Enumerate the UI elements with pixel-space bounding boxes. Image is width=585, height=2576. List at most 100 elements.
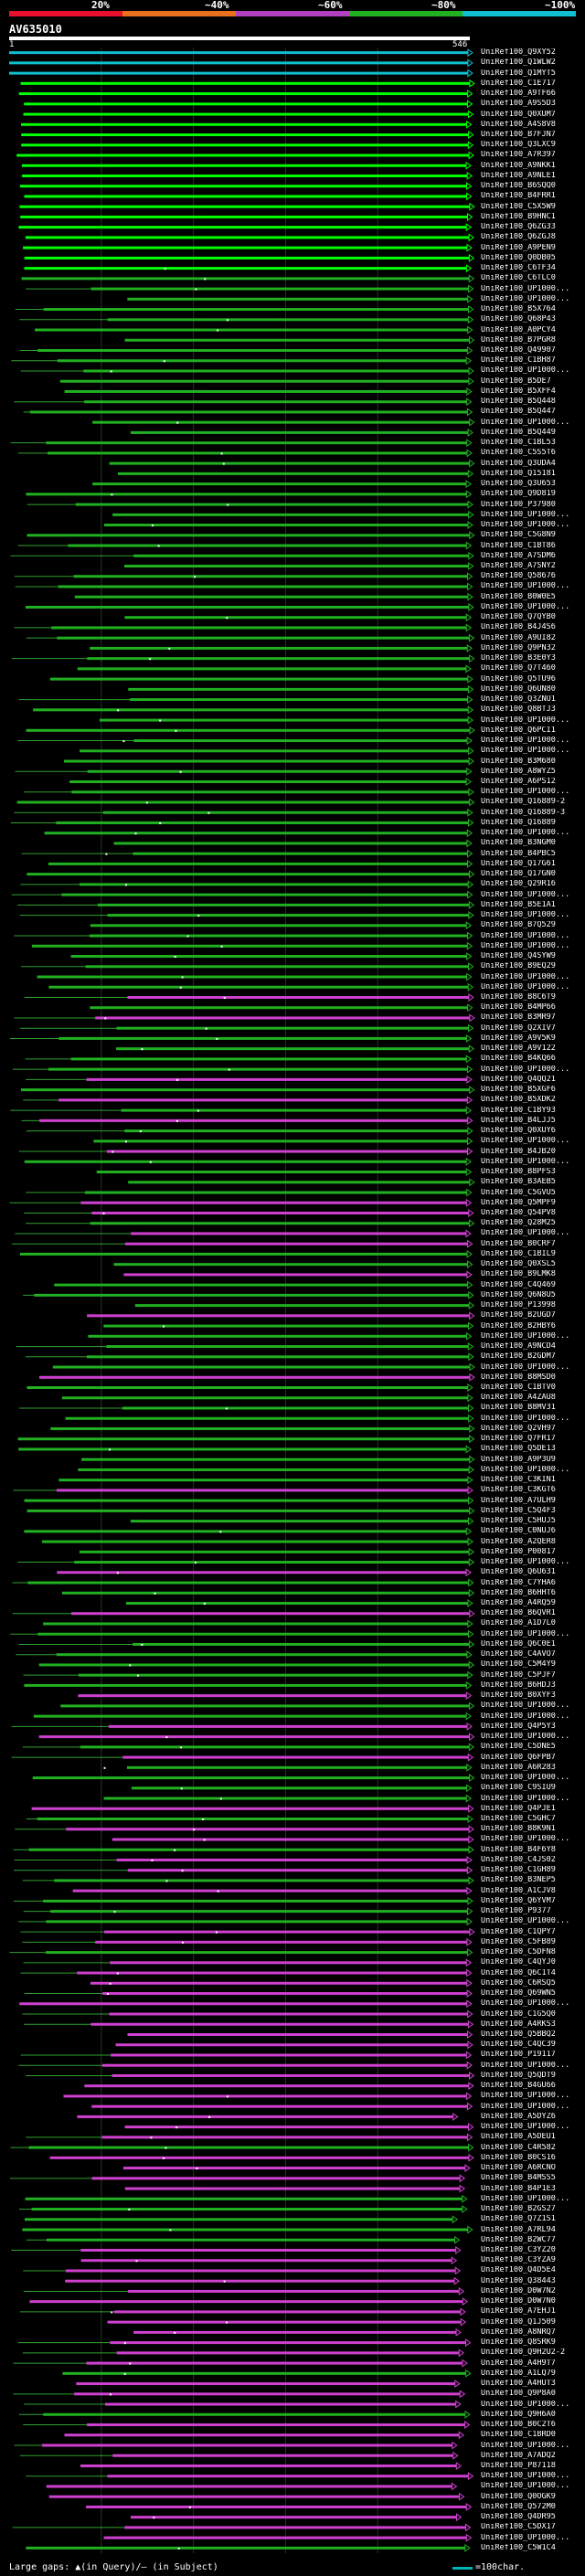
- hit-label[interactable]: UniRef100_C1BIL9: [481, 1249, 556, 1258]
- hit-label[interactable]: UniRef100_C5PJF7: [481, 1670, 556, 1680]
- hit-label[interactable]: UniRef100_Q16889: [481, 818, 556, 827]
- hit-label[interactable]: UniRef100_C5G8N9: [481, 531, 556, 540]
- hit-label[interactable]: UniRef100_D0W7N0: [481, 2297, 556, 2306]
- hit-label[interactable]: UniRef100_UP1000...: [481, 1917, 570, 1926]
- hit-label[interactable]: UniRef100_C1BL53: [481, 439, 556, 448]
- hit-label[interactable]: UniRef100_B5XGF6: [481, 1086, 556, 1095]
- hit-label[interactable]: UniRef100_Q9D819: [481, 490, 556, 499]
- hit-label[interactable]: UniRef100_Q0XUM7: [481, 110, 556, 119]
- hit-label[interactable]: UniRef100_UP1000...: [481, 1835, 570, 1844]
- hit-label[interactable]: UniRef100_B3AEB5: [481, 1178, 556, 1187]
- hit-label[interactable]: UniRef100_C7YHA6: [481, 1578, 556, 1587]
- hit-label[interactable]: UniRef100_A9P3U9: [481, 1455, 556, 1464]
- hit-label[interactable]: UniRef100_UP1000...: [481, 2400, 570, 2409]
- hit-label[interactable]: UniRef100_Q7FR17: [481, 1435, 556, 1444]
- hit-label[interactable]: UniRef100_Q16889-2: [481, 798, 566, 807]
- hit-label[interactable]: UniRef100_A1D7L0: [481, 1619, 556, 1628]
- hit-label[interactable]: UniRef100_UP1000...: [481, 941, 570, 950]
- hit-label[interactable]: UniRef100_B9EQ29: [481, 962, 556, 971]
- hit-label[interactable]: UniRef100_B3E0Y3: [481, 654, 556, 663]
- hit-label[interactable]: UniRef100_Q6UN80: [481, 684, 556, 694]
- hit-label[interactable]: UniRef100_C6TLC0: [481, 274, 556, 283]
- hit-label[interactable]: UniRef100_A5DYZ6: [481, 2112, 556, 2121]
- hit-label[interactable]: UniRef100_A4H9T7: [481, 2359, 556, 2368]
- hit-label[interactable]: UniRef100_UP1000...: [481, 737, 570, 746]
- hit-label[interactable]: UniRef100_Q0XSL5: [481, 1260, 556, 1269]
- hit-label[interactable]: UniRef100_Q5DE13: [481, 1445, 556, 1454]
- hit-label[interactable]: UniRef100_Q9PN32: [481, 643, 556, 652]
- hit-label[interactable]: UniRef100_C0NUJ6: [481, 1527, 556, 1536]
- hit-label[interactable]: UniRef100_Q3ZNU1: [481, 695, 556, 705]
- hit-label[interactable]: UniRef100_C1BRD0: [481, 2431, 556, 2440]
- hit-label[interactable]: UniRef100_A5DEU1: [481, 2133, 556, 2142]
- hit-label[interactable]: UniRef100_B4FRR1: [481, 192, 556, 201]
- hit-label[interactable]: UniRef100_UP1000...: [481, 2061, 570, 2070]
- hit-label[interactable]: UniRef100_UP1000...: [481, 2482, 570, 2491]
- hit-label[interactable]: UniRef100_B7FJN7: [481, 131, 556, 140]
- hit-label[interactable]: UniRef100_Q6U631: [481, 1568, 556, 1577]
- hit-label[interactable]: UniRef100_UP1000...: [481, 284, 570, 293]
- hit-label[interactable]: UniRef100_A9NLE1: [481, 171, 556, 180]
- hit-label[interactable]: UniRef100_C5Q4F3: [481, 1506, 556, 1515]
- hit-label[interactable]: UniRef100_A9UI82: [481, 633, 556, 642]
- hit-label[interactable]: UniRef100_B2GS27: [481, 2205, 556, 2214]
- hit-label[interactable]: UniRef100_Q6PCI1: [481, 726, 556, 735]
- hit-label[interactable]: UniRef100_B5E1A1: [481, 900, 556, 909]
- hit-label[interactable]: UniRef100_C3YZA9: [481, 2256, 556, 2265]
- hit-label[interactable]: UniRef100_Q0XUY6: [481, 1127, 556, 1136]
- hit-label[interactable]: UniRef100_A7R397: [481, 151, 556, 160]
- hit-label[interactable]: UniRef100_C1GH89: [481, 1866, 556, 1875]
- hit-label[interactable]: UniRef100_B5X764: [481, 305, 556, 314]
- hit-label[interactable]: UniRef100_Q6ZG33: [481, 223, 556, 232]
- hit-label[interactable]: UniRef100_UP1000...: [481, 2194, 570, 2203]
- hit-label[interactable]: UniRef100_B5DE7: [481, 376, 551, 386]
- hit-label[interactable]: UniRef100_UP1000...: [481, 2472, 570, 2481]
- hit-label[interactable]: UniRef100_B9LMK8: [481, 1270, 556, 1279]
- hit-label[interactable]: UniRef100_UP1000...: [481, 1629, 570, 1638]
- hit-label[interactable]: UniRef100_C4QYJ0: [481, 1958, 556, 1967]
- hit-label[interactable]: UniRef100_Q49907: [481, 346, 556, 355]
- hit-label[interactable]: UniRef100_C1BH87: [481, 356, 556, 366]
- hit-label[interactable]: UniRef100_Q9XY52: [481, 48, 556, 58]
- hit-label[interactable]: UniRef100_Q9H2U2-2: [481, 2348, 566, 2358]
- hit-label[interactable]: UniRef100_B8MV31: [481, 1404, 556, 1413]
- hit-label[interactable]: UniRef100_UP1000...: [481, 602, 570, 611]
- hit-label[interactable]: UniRef100_A6R283: [481, 1763, 556, 1772]
- hit-label[interactable]: UniRef100_B8MSD0: [481, 1373, 556, 1382]
- hit-label[interactable]: UniRef100_Q17GN0: [481, 870, 556, 879]
- hit-label[interactable]: UniRef100_C5HUJ5: [481, 1517, 556, 1526]
- hit-label[interactable]: UniRef100_C4JS02: [481, 1855, 556, 1864]
- hit-label[interactable]: UniRef100_Q7QYB0: [481, 613, 556, 622]
- hit-label[interactable]: UniRef100_A4S8V8: [481, 120, 556, 129]
- hit-label[interactable]: UniRef100_B4MSS5: [481, 2174, 556, 2183]
- hit-label[interactable]: UniRef100_B5Q447: [481, 408, 556, 417]
- hit-label[interactable]: UniRef100_C5FB89: [481, 1937, 556, 1946]
- hit-label[interactable]: UniRef100_C1BY93: [481, 1106, 556, 1115]
- hit-label[interactable]: UniRef100_B4P1E3: [481, 2184, 556, 2193]
- hit-label[interactable]: UniRef100_Q69WN5: [481, 1989, 556, 1998]
- hit-label[interactable]: UniRef100_B3M680: [481, 757, 556, 766]
- hit-label[interactable]: UniRef100_B5XDK2: [481, 1096, 556, 1105]
- hit-label[interactable]: UniRef100_B2UGD7: [481, 1311, 556, 1320]
- hit-label[interactable]: UniRef100_A6PS12: [481, 777, 556, 786]
- hit-label[interactable]: UniRef100_A2QER8: [481, 1537, 556, 1546]
- hit-label[interactable]: UniRef100_Q28M25: [481, 1219, 556, 1228]
- hit-label[interactable]: UniRef100_D0W7N2: [481, 2286, 556, 2295]
- hit-label[interactable]: UniRef100_UP1000...: [481, 2441, 570, 2450]
- hit-label[interactable]: UniRef100_Q572M0: [481, 2502, 556, 2511]
- hit-label[interactable]: UniRef100_B8K9N1: [481, 1825, 556, 1834]
- hit-label[interactable]: UniRef100_A7ULH9: [481, 1496, 556, 1505]
- hit-label[interactable]: UniRef100_Q38443: [481, 2276, 556, 2285]
- hit-label[interactable]: UniRef100_C1E717: [481, 79, 556, 88]
- hit-label[interactable]: UniRef100_UP1000...: [481, 1999, 570, 2009]
- hit-label[interactable]: UniRef100_UP1000...: [481, 2533, 570, 2542]
- hit-label[interactable]: UniRef100_A7EHJ1: [481, 2307, 556, 2316]
- hit-label[interactable]: UniRef100_Q6FPB7: [481, 1753, 556, 1762]
- hit-label[interactable]: UniRef100_P37980: [481, 500, 556, 509]
- hit-label[interactable]: UniRef100_Q4SYW9: [481, 952, 556, 961]
- hit-label[interactable]: UniRef100_B3NGM0: [481, 839, 556, 848]
- hit-label[interactable]: UniRef100_Q9P8A0: [481, 2390, 556, 2399]
- hit-label[interactable]: UniRef100_Q6C1T4: [481, 1968, 556, 1977]
- hit-label[interactable]: UniRef100_B5Q449: [481, 428, 556, 437]
- hit-label[interactable]: UniRef100_UP1000...: [481, 1774, 570, 1783]
